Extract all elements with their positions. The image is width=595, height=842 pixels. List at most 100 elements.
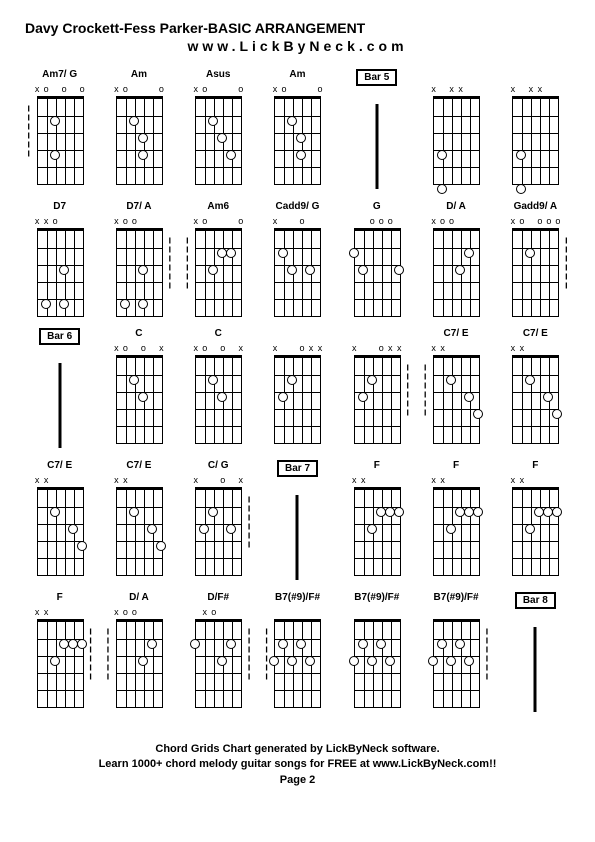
string-marker: x xyxy=(535,85,544,94)
chord-cell: D7xxo xyxy=(25,201,94,316)
finger-dot xyxy=(437,150,447,160)
finger-dot xyxy=(287,375,297,385)
repeat-right-icon: ¦¦¦ xyxy=(168,236,172,290)
chord-name: D7 xyxy=(53,201,66,213)
string-marker: o xyxy=(297,344,306,353)
finger-dot xyxy=(147,524,157,534)
finger-dot xyxy=(305,656,315,666)
string-marker: x xyxy=(315,344,324,353)
finger-dot xyxy=(358,392,368,402)
finger-dot xyxy=(455,265,465,275)
finger-dot xyxy=(394,265,404,275)
chord-name: B7(#9)/F# xyxy=(354,592,399,604)
finger-dot xyxy=(41,299,51,309)
chord-name: D/ A xyxy=(446,201,466,213)
repeat-left-icon: ¦¦¦ xyxy=(264,627,268,681)
finger-dot xyxy=(278,392,288,402)
string-marker: o xyxy=(553,217,562,226)
string-marker: x xyxy=(429,85,438,94)
string-marker: o xyxy=(121,85,130,94)
chord-cell: Asusxoo xyxy=(184,69,253,189)
finger-dot xyxy=(147,639,157,649)
chord-cell: Fxx xyxy=(421,460,490,580)
chord-cell: Cxoox xyxy=(184,328,253,448)
finger-dot xyxy=(50,656,60,666)
string-marker: x xyxy=(236,344,245,353)
string-marker: x xyxy=(112,344,121,353)
finger-dot xyxy=(287,116,297,126)
chord-cell: C7/ Exx xyxy=(25,460,94,580)
finger-dot xyxy=(367,375,377,385)
string-marker: x xyxy=(429,217,438,226)
string-marker: o xyxy=(200,85,209,94)
finger-dot xyxy=(516,150,526,160)
finger-dot xyxy=(525,248,535,258)
chord-cell: Amxoo xyxy=(263,69,332,189)
repeat-right-icon: ¦¦¦ xyxy=(485,627,489,681)
finger-dot xyxy=(226,150,236,160)
repeat-right-icon: ¦¦¦ xyxy=(406,363,410,417)
string-marker: x xyxy=(447,85,456,94)
finger-dot xyxy=(50,507,60,517)
repeat-right-icon: ¦¦¦ xyxy=(564,236,568,290)
string-marker: o xyxy=(297,217,306,226)
finger-dot xyxy=(138,299,148,309)
string-marker: x xyxy=(526,85,535,94)
chord-name: D7/ A xyxy=(126,201,151,213)
finger-dot xyxy=(385,656,395,666)
string-marker: x xyxy=(517,344,526,353)
chord-name: B7(#9)/F# xyxy=(275,592,320,604)
string-marker: o xyxy=(130,217,139,226)
repeat-right-icon: ¦¦¦ xyxy=(247,627,251,681)
finger-dot xyxy=(287,265,297,275)
finger-dot xyxy=(129,507,139,517)
bar-marker-cell: Bar 8 xyxy=(501,592,570,712)
string-marker: x xyxy=(42,608,51,617)
finger-dot xyxy=(226,639,236,649)
chord-name: F xyxy=(57,592,63,604)
chord-name: C/ G xyxy=(208,460,229,472)
string-marker: x xyxy=(395,344,404,353)
string-marker: o xyxy=(157,85,166,94)
finger-dot xyxy=(349,248,359,258)
string-marker: o xyxy=(139,344,148,353)
chord-name: C7/ E xyxy=(523,328,548,340)
string-marker: o xyxy=(315,85,324,94)
finger-dot xyxy=(199,524,209,534)
chord-name: Cadd9/ G xyxy=(276,201,320,213)
finger-dot xyxy=(464,392,474,402)
string-marker: o xyxy=(121,608,130,617)
finger-dot xyxy=(59,265,69,275)
finger-dot xyxy=(358,265,368,275)
chord-name: C7/ E xyxy=(444,328,469,340)
finger-dot xyxy=(446,375,456,385)
finger-dot xyxy=(50,116,60,126)
finger-dot xyxy=(129,116,139,126)
finger-dot xyxy=(287,656,297,666)
chord-name: D/ A xyxy=(129,592,149,604)
bar-line-icon xyxy=(375,104,378,189)
string-marker: x xyxy=(270,85,279,94)
string-marker: x xyxy=(306,344,315,353)
string-marker: x xyxy=(508,85,517,94)
string-marker: x xyxy=(386,344,395,353)
finger-dot xyxy=(278,248,288,258)
string-marker: x xyxy=(191,476,200,485)
finger-dot xyxy=(446,524,456,534)
chord-cell: D/ Axoo¦¦¦ xyxy=(104,592,173,712)
chord-cell: C7/ Exx xyxy=(501,328,570,448)
finger-dot xyxy=(59,299,69,309)
string-marker: x xyxy=(33,85,42,94)
string-marker: x xyxy=(112,85,121,94)
string-marker: x xyxy=(429,476,438,485)
string-marker: o xyxy=(279,85,288,94)
string-marker: x xyxy=(438,344,447,353)
string-marker: x xyxy=(200,608,209,617)
string-marker: x xyxy=(270,344,279,353)
chord-cell: Fxx¦¦¦ xyxy=(25,592,94,712)
repeat-left-icon: ¦¦¦ xyxy=(185,236,189,290)
chord-cell: xoxx xyxy=(263,328,332,448)
string-marker: o xyxy=(209,608,218,617)
finger-dot xyxy=(156,541,166,551)
bar-line-icon xyxy=(296,495,299,580)
